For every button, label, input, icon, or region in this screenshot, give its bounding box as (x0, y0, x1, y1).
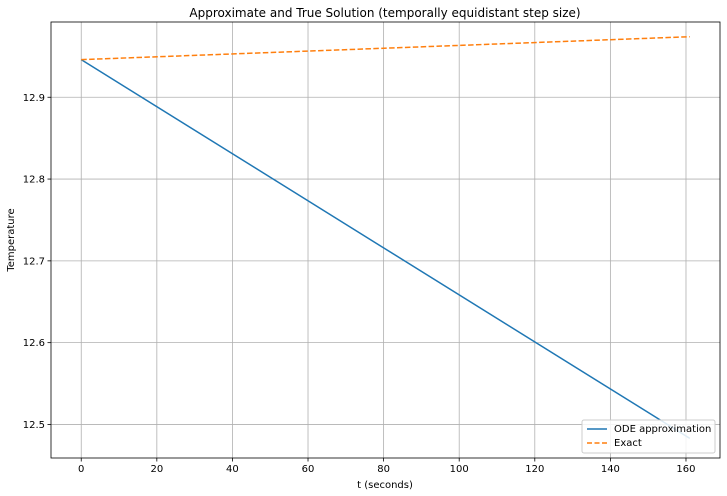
y-axis-label: Temperature (6, 208, 17, 272)
x-tick-label: 140 (601, 464, 620, 475)
legend-label-ode: ODE approximation (614, 424, 711, 435)
series-line-ode-approximation (80, 58, 691, 440)
legend-box (581, 419, 716, 454)
x-tick-label: 0 (78, 464, 84, 475)
x-tick-label: 160 (676, 464, 695, 475)
y-tick-label: 12.6 (23, 338, 45, 349)
chart-title: Approximate and True Solution (temporall… (189, 6, 580, 20)
y-tick-label: 12.7 (23, 256, 45, 267)
x-axis-label: t (seconds) (357, 480, 413, 491)
legend-label-exact: Exact (614, 438, 642, 449)
y-tick-label: 12.8 (23, 175, 45, 186)
x-tick-label: 20 (150, 464, 163, 475)
y-tick-label: 12.9 (23, 93, 45, 104)
x-tick-label: 80 (377, 464, 390, 475)
plot-frame (50, 21, 721, 459)
x-tick-label: 40 (226, 464, 239, 475)
legend: ODE approximation Exact (581, 419, 716, 454)
x-tick-label: 120 (525, 464, 544, 475)
series-line-exact (81, 35, 690, 61)
series-layer (80, 35, 691, 440)
y-tick-label: 12.5 (23, 420, 45, 431)
x-tick-label: 60 (302, 464, 315, 475)
ticks: 0 20 40 60 80 100 120 140 160 12.5 12.6 12.7 12.8 12.… (23, 93, 696, 475)
x-tick-label: 100 (450, 464, 469, 475)
